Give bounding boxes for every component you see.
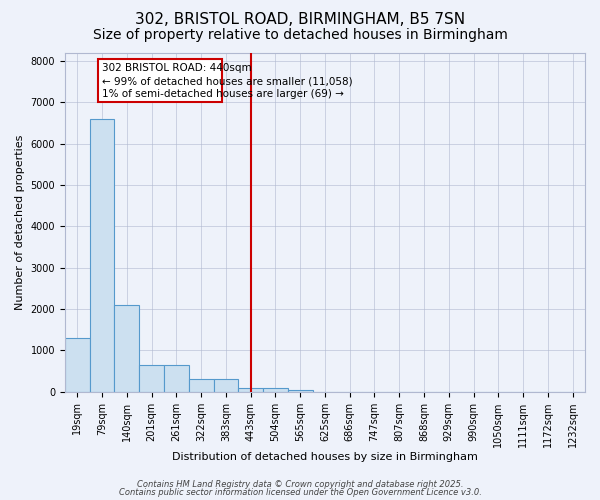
Text: ← 99% of detached houses are smaller (11,058): ← 99% of detached houses are smaller (11… (102, 76, 353, 86)
Bar (214, 380, 238, 392)
Text: 1% of semi-detached houses are larger (69) →: 1% of semi-detached houses are larger (6… (102, 90, 344, 100)
Bar (65, 338, 89, 392)
Bar (98, 58, 222, 102)
Text: Contains HM Land Registry data © Crown copyright and database right 2025.: Contains HM Land Registry data © Crown c… (137, 480, 463, 489)
Text: Contains public sector information licensed under the Open Government Licence v3: Contains public sector information licen… (119, 488, 481, 497)
Text: Size of property relative to detached houses in Birmingham: Size of property relative to detached ho… (92, 28, 508, 42)
Bar (288, 390, 313, 392)
Bar (115, 305, 139, 392)
Text: 302 BRISTOL ROAD: 440sqm: 302 BRISTOL ROAD: 440sqm (102, 63, 251, 73)
Bar (164, 365, 189, 392)
X-axis label: Distribution of detached houses by size in Birmingham: Distribution of detached houses by size … (172, 452, 478, 462)
Text: 302, BRISTOL ROAD, BIRMINGHAM, B5 7SN: 302, BRISTOL ROAD, BIRMINGHAM, B5 7SN (135, 12, 465, 28)
Bar (189, 380, 214, 392)
Bar (89, 118, 115, 392)
Bar (139, 365, 164, 392)
Y-axis label: Number of detached properties: Number of detached properties (15, 134, 25, 310)
Bar (263, 388, 288, 392)
Bar (238, 388, 263, 392)
